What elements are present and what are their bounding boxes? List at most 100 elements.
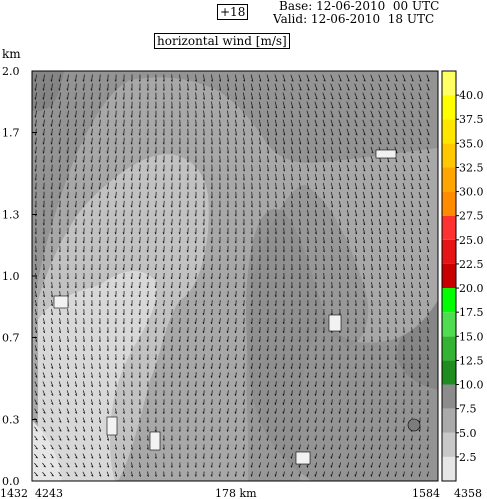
wind-arrow-head: [75, 438, 78, 441]
wind-arrow: [299, 236, 301, 244]
wind-arrow: [418, 209, 422, 217]
wind-arrow-head: [194, 286, 197, 289]
wind-arrow-head: [226, 124, 229, 127]
wind-arrow-head: [90, 295, 93, 298]
wind-arrow-head: [410, 411, 413, 414]
wind-arrow-head: [211, 88, 213, 91]
wind-arrow-head: [346, 474, 348, 477]
wind-arrow: [362, 128, 366, 136]
wind-arrow-head: [291, 151, 294, 154]
wind-arrow-head: [267, 106, 270, 109]
wind-arrow-head: [402, 384, 405, 387]
wind-arrow: [99, 101, 101, 109]
wind-arrow-head: [210, 106, 213, 109]
wind-arrow: [90, 444, 94, 450]
wind-arrow-head: [162, 187, 165, 190]
wind-arrow: [299, 372, 301, 378]
wind-arrow-head: [419, 250, 422, 253]
wind-arrow-head: [218, 241, 221, 244]
wind-arrow-head: [307, 187, 309, 190]
wind-arrow-head: [114, 313, 117, 316]
wind-arrow: [98, 453, 102, 459]
wind-arrow: [51, 119, 53, 127]
wind-arrow-head: [170, 151, 173, 154]
wind-arrow-head: [210, 393, 213, 396]
wind-arrow-head: [178, 474, 181, 477]
wind-arrow-head: [154, 474, 157, 477]
wind-arrow-head: [274, 313, 277, 316]
wind-arrow-head: [378, 331, 381, 334]
wind-arrow-head: [379, 88, 382, 91]
wind-arrow-head: [426, 384, 429, 387]
wind-arrow: [51, 281, 53, 289]
wind-arrow-head: [90, 313, 93, 316]
wind-arrow: [34, 435, 38, 441]
wind-arrow-head: [330, 393, 333, 396]
wind-arrow: [251, 471, 253, 477]
wind-arrow-head: [363, 223, 366, 226]
colorbar-swatch: [442, 312, 456, 337]
wind-arrow: [283, 390, 285, 396]
wind-arrow-head: [347, 178, 350, 181]
wind-arrow-head: [146, 142, 149, 145]
wind-arrow-head: [162, 88, 165, 91]
wind-arrow-head: [307, 133, 310, 136]
wind-arrow-head: [298, 438, 300, 441]
wind-arrow-head: [42, 277, 45, 280]
wind-arrow-head: [298, 474, 300, 477]
wind-arrow-head: [106, 277, 109, 280]
wind-arrow: [378, 227, 382, 235]
wind-arrow: [123, 381, 125, 387]
wind-arrow-head: [186, 393, 189, 396]
wind-arrow: [43, 119, 45, 127]
wind-arrow-head: [154, 330, 157, 334]
wind-arrow-head: [355, 232, 357, 235]
wind-arrow-head: [58, 313, 61, 316]
wind-arrow: [219, 83, 221, 91]
wind-arrow-head: [250, 339, 253, 342]
wind-arrow: [131, 444, 133, 450]
wind-arrow: [290, 101, 294, 109]
wind-arrow-head: [146, 295, 149, 298]
wind-arrow: [75, 119, 77, 127]
wind-arrow: [219, 390, 221, 396]
wind-arrow-head: [322, 465, 324, 468]
wind-arrow: [395, 444, 397, 450]
wind-arrow: [338, 101, 342, 109]
wind-arrow: [50, 336, 54, 342]
wind-arrow-head: [251, 142, 253, 145]
wind-arrow-head: [250, 259, 253, 262]
wind-arrow: [275, 417, 277, 423]
wind-arrow-head: [403, 79, 406, 82]
wind-arrow: [274, 92, 278, 100]
wind-arrow: [91, 363, 93, 369]
wind-arrow-head: [98, 393, 101, 396]
wind-arrow-head: [194, 375, 197, 378]
wind-arrow-head: [210, 124, 213, 127]
wind-arrow-head: [130, 384, 133, 387]
wind-arrow: [346, 146, 350, 154]
wind-arrow-head: [386, 277, 389, 280]
wind-arrow-head: [162, 295, 165, 298]
wind-arrow: [371, 444, 373, 450]
wind-arrow-head: [322, 339, 325, 342]
wind-arrow: [394, 92, 398, 100]
wind-arrow-head: [114, 160, 117, 163]
wind-arrow-head: [370, 268, 373, 271]
wind-arrow-head: [250, 438, 253, 441]
wind-arrow: [35, 291, 37, 297]
wind-arrow-head: [50, 205, 53, 208]
wind-arrow-head: [66, 115, 68, 118]
wind-arrow: [42, 354, 46, 360]
wind-arrow: [34, 471, 38, 477]
wind-arrow-head: [162, 79, 165, 82]
wind-arrow: [179, 83, 181, 91]
wind-arrow-head: [283, 169, 285, 172]
wind-arrow: [330, 191, 334, 199]
wind-arrow: [386, 227, 390, 235]
wind-arrow-head: [347, 160, 350, 163]
wind-arrow: [307, 435, 309, 441]
wind-arrow: [66, 453, 70, 459]
wind-arrow: [330, 137, 334, 145]
wind-arrow-head: [42, 115, 44, 118]
